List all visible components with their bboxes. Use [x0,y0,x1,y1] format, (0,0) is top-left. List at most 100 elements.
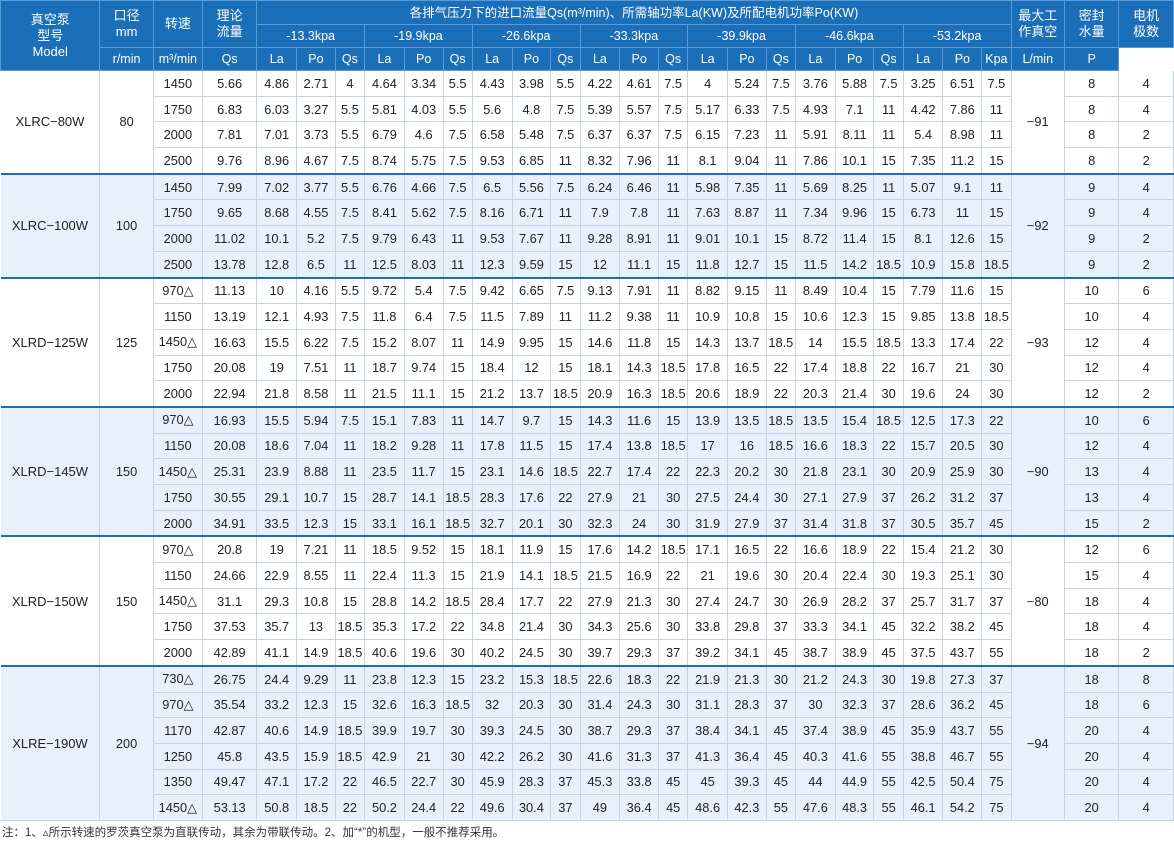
la-cell: 9.59 [512,251,552,279]
po-cell: 18.5 [443,692,473,719]
qs-cell: 47.1 [256,769,298,796]
la-cell: 10.1 [727,225,767,252]
speed-cell: 1170 [153,717,203,744]
header-pressure: -26.6kpa [471,24,581,48]
po-cell: 18.5 [766,405,797,434]
header-sub-la: La [256,47,298,71]
seal-water-cell: 20 [1064,743,1120,770]
caliber-cell: 125 [99,276,154,408]
la-cell: 6.51 [942,70,983,97]
flow-cell: 11.13 [202,276,258,305]
header-pressure: -53.2kpa [902,24,1012,48]
qs-cell: 17.4 [795,355,836,382]
qs-cell: 12.3 [472,251,513,279]
qs-cell: 22.9 [256,562,298,589]
qs-cell: 30.5 [903,510,944,537]
flow-cell: 20.8 [202,535,258,564]
qs-cell: 20.3 [795,380,836,408]
qs-cell: 19.6 [903,380,944,408]
header-flow-unit: m³/min [152,47,203,71]
la-cell: 3.73 [296,121,336,149]
po-cell: 30 [766,484,797,511]
po-cell: 11 [658,172,689,201]
qs-cell: 8.1 [687,147,729,175]
speed-cell: 1250 [153,743,203,770]
header-sub-po: Po [942,47,983,71]
speed-cell: 2500 [153,251,203,279]
qs-cell: 9.79 [364,225,405,252]
po-cell: 18.5 [335,743,366,770]
seal-water-cell: 12 [1064,355,1120,382]
la-cell: 7.67 [512,225,552,252]
la-cell: 17.2 [404,613,444,641]
po-cell: 30 [766,458,797,485]
po-cell: 15 [550,329,581,356]
table-row: 970△ 35.54 33.2 12.3 15 32.6 16.3 18.5 32 20.3 30 3… [1,692,1174,719]
la-cell: 31.3 [619,743,659,770]
po-cell: 30 [766,588,797,615]
po-cell: 7.5 [335,303,366,330]
flow-cell: 7.99 [202,172,258,201]
table-row: 1750 20.08 19 7.51 11 18.7 9.74 15 18.4 12 15 18.1 1… [1,355,1174,382]
qs-cell: 5.39 [580,96,621,123]
po-cell: 11 [873,172,904,201]
la-cell: 8.88 [296,458,336,485]
qs-cell: 14.9 [472,329,513,356]
la-cell: 43.7 [942,717,983,744]
speed-cell: 1450 [153,172,203,201]
qs-cell: 7.79 [903,276,944,305]
qs-cell: 8.41 [364,199,405,227]
la-cell: 5.4 [404,276,444,305]
speed-cell: 2000 [153,225,203,252]
qs-cell: 11.8 [687,251,729,279]
la-cell: 21.3 [619,588,659,615]
po-cell: 11 [658,199,689,227]
la-cell: 38.9 [835,639,875,667]
qs-cell: 11.5 [472,303,513,330]
po-cell: 18.5 [550,458,581,485]
la-cell: 14.3 [619,355,659,382]
la-cell: 12.3 [296,692,336,719]
po-cell: 7.5 [873,70,904,97]
po-cell: 18.5 [766,329,797,356]
po-cell: 11 [550,225,581,252]
qs-cell: 16.6 [795,535,836,564]
po-cell: 18.5 [873,329,904,356]
qs-cell: 6.24 [580,172,621,201]
la-cell: 30.4 [512,794,552,821]
qs-cell: 6.37 [580,121,621,149]
flow-cell: 37.53 [202,613,258,641]
la-cell: 7.23 [727,121,767,149]
po-cell: 7.5 [550,121,581,149]
header-sub-po: Po [619,47,659,71]
speed-cell: 970△ [153,535,203,564]
qs-cell: 5.4 [903,121,944,149]
po-cell: 22 [766,535,797,564]
qs-cell: 38.8 [903,743,944,770]
la-cell: 24.3 [835,664,875,693]
table-row: XLRD−145W 150 970△ 16.93 15.5 5.94 7.5 15.1 7.83… [0,405,1174,537]
la-cell: 39.3 [727,769,767,796]
la-cell: 6.71 [512,199,552,227]
la-cell: 27.3 [942,664,983,693]
qs-cell: 8.96 [256,147,298,175]
qs-cell: 14.3 [580,405,621,434]
qs-cell: 17.6 [580,535,621,564]
la-cell: 21.3 [727,664,767,693]
la-cell: 11.9 [512,535,552,564]
qs-cell: 42.5 [903,769,944,796]
seal-water-cell: 9 [1064,225,1120,252]
la-cell: 4.66 [404,172,444,201]
po-cell: 11 [550,147,581,175]
po-cell: 37 [766,510,797,537]
model-cell: XLRD−150W [0,535,101,667]
flow-cell: 30.55 [202,484,258,511]
po-cell: 15 [550,405,581,434]
la-cell: 14.2 [835,251,875,279]
table-header: 真空泵 型号 Model 口径 mm 转速 理论 流量 各排气压力下的进口流量Q… [0,0,1174,71]
la-cell: 31.7 [942,588,983,615]
qs-cell: 8.68 [256,199,298,227]
qs-cell: 41.3 [687,743,729,770]
po-cell: 45 [981,510,1012,537]
la-cell: 11.6 [619,405,659,434]
